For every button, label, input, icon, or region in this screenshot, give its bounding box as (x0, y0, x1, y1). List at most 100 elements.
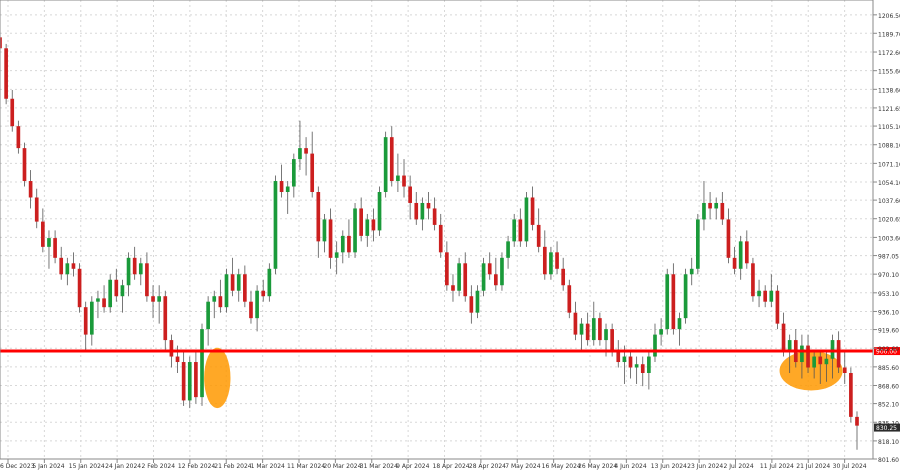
candle-body-bullish (769, 290, 774, 302)
candle-body-bullish (757, 290, 761, 297)
candle-body-bearish (555, 252, 559, 269)
candle-body-bearish (347, 235, 351, 253)
y-tick-label: 1121.65 (878, 106, 900, 113)
candle-body-bearish (304, 148, 308, 154)
candle-body-bullish (696, 219, 700, 269)
candle-body-bearish (542, 246, 547, 275)
candle-body-bullish (206, 301, 210, 330)
candle-body-bullish (377, 191, 382, 231)
x-tick-label: 21 Jul 2024 (796, 463, 830, 470)
candle-body-bearish (426, 202, 431, 209)
candle-body-bullish (714, 202, 719, 209)
x-tick-label: 20 Mar 2024 (323, 463, 361, 470)
candle-body-bearish (194, 362, 198, 398)
candle-body-bearish (432, 208, 437, 225)
candle-body-bullish (683, 274, 688, 319)
candle-body-bearish (41, 221, 45, 247)
candle-body-bearish (518, 219, 523, 242)
y-tick-label: 1138.60 (878, 87, 900, 94)
candle-body-bearish (487, 263, 492, 275)
candle-body-bearish (181, 362, 186, 401)
candle-body-bearish (402, 175, 406, 187)
candle-body-bullish (475, 290, 480, 313)
x-tick-label: 16 May 2024 (542, 463, 581, 470)
candle-body-bullish (812, 356, 816, 368)
highlight-zone (204, 347, 231, 409)
candle-body-bearish (744, 241, 749, 264)
candle-body-bullish (800, 345, 804, 363)
y-tick-label: 818.10 (878, 439, 899, 446)
candle-body-bearish (530, 197, 535, 225)
candle-body-bearish (28, 181, 33, 198)
y-tick-label: 987.05 (878, 254, 899, 261)
candle-body-bearish (163, 296, 168, 341)
candle-body-bullish (787, 340, 792, 352)
y-tick-label: 1105.10 (878, 124, 900, 131)
candle-body-bearish (732, 257, 737, 269)
x-tick-label: 11 Jul 2024 (760, 463, 794, 470)
candle-body-bullish (353, 208, 357, 253)
candle-body-bearish (445, 252, 449, 286)
x-tick-label: 30 Jul 2024 (833, 463, 867, 470)
y-tick-label: 953.10 (878, 291, 899, 298)
y-tick-label: 852.10 (878, 402, 899, 409)
candle-body-bearish (22, 148, 27, 182)
candle-body-bullish (647, 356, 651, 373)
candle-body-bearish (469, 296, 474, 313)
y-tick-label: 1088.10 (878, 143, 900, 150)
x-tick-label: 12 Feb 2024 (178, 463, 216, 470)
x-tick-label: 15 Jan 2024 (69, 463, 105, 470)
x-tick-label: 2 Jul 2024 (724, 463, 754, 470)
candle-body-bullish (138, 263, 143, 275)
candle-body-bullish (236, 274, 241, 291)
y-tick-label: 885.60 (878, 365, 899, 372)
candle-body-bearish (243, 274, 247, 302)
candle-body-bearish (114, 279, 119, 297)
candle-body-bullish (457, 263, 461, 291)
y-tick-label: 868.60 (878, 384, 899, 391)
candle-body-bearish (414, 202, 419, 220)
candle-body-bearish (175, 356, 180, 363)
candle-body-bearish (389, 137, 394, 182)
candle-body-bullish (273, 181, 278, 269)
x-tick-label: 11 Mar 2024 (287, 463, 325, 470)
y-tick-label: 1189.70 (878, 31, 900, 38)
candle-body-bullish (334, 252, 339, 258)
last-price-tag (874, 423, 900, 432)
candle-body-bearish (218, 296, 223, 308)
candle-body-bearish (59, 257, 64, 275)
candle-body-bearish (806, 345, 810, 368)
y-tick-label: 1071.10 (878, 161, 900, 168)
x-tick-label: 4 Jun 2024 (614, 463, 646, 470)
candle-body-bullish (634, 364, 639, 368)
candle-body-bearish (628, 356, 633, 368)
candle-body-bullish (157, 296, 161, 302)
candle-body-bullish (291, 159, 296, 187)
candle-body-bearish (310, 153, 315, 192)
candle-body-bullish (255, 290, 259, 319)
last-price-label: 830.25 (876, 425, 897, 432)
y-tick-label: 902.60 (878, 346, 899, 353)
candle-body-bearish (855, 416, 859, 426)
candle-body-bearish (836, 340, 841, 368)
candle-body-bullish (824, 358, 829, 365)
candle-body-bullish (365, 219, 370, 236)
candle-body-bearish (408, 186, 412, 203)
candle-body-bullish (200, 329, 204, 398)
candle-body-bearish (328, 219, 333, 258)
candle-body-bearish (34, 197, 39, 222)
x-tick-label: 6 Dec 2023 (0, 463, 35, 470)
candle-body-bearish (4, 48, 8, 99)
y-tick-label: 1020.65 (878, 217, 900, 224)
y-tick-label: 801.60 (878, 457, 899, 464)
y-tick-label: 1172.60 (878, 50, 900, 57)
candle-body-bullish (677, 318, 682, 330)
y-tick-label: 1155.60 (878, 69, 900, 76)
y-tick-label: 1206.50 (878, 13, 900, 20)
candle-body-bearish (71, 263, 76, 269)
candle-body-bullish (340, 235, 345, 253)
candle-body-bearish (849, 372, 853, 417)
candle-body-bearish (842, 367, 847, 373)
